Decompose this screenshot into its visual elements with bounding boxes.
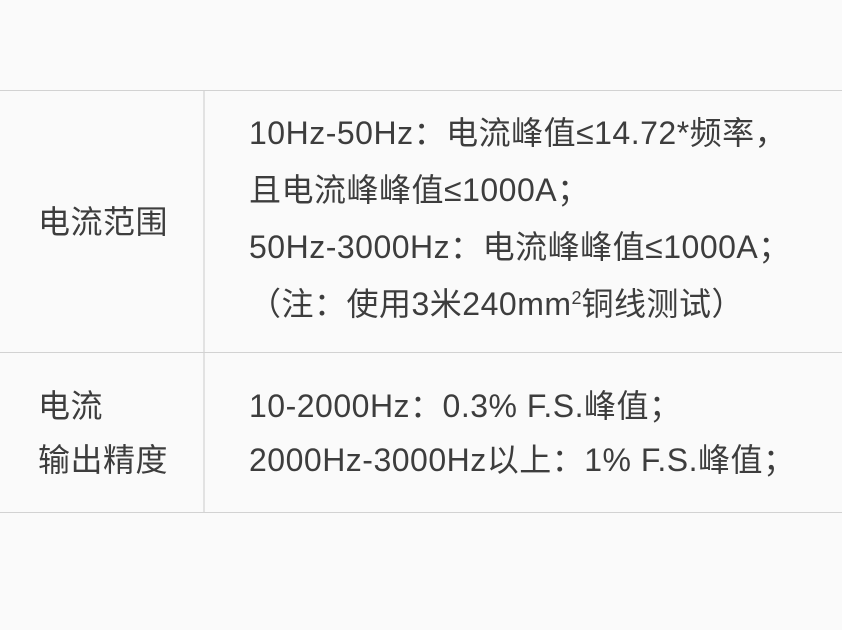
table-row: 电流范围 10Hz-50Hz：电流峰值≤14.72*频率， 且电流峰峰值≤100… bbox=[0, 91, 842, 353]
spec-line: 10-2000Hz：0.3% F.S.峰值； bbox=[249, 387, 682, 424]
spec-line: 50Hz-3000Hz：电流峰峰值≤1000A； bbox=[249, 229, 791, 265]
spec-line: 且电流峰峰值≤1000A； bbox=[249, 172, 590, 208]
table-row: 电流 输出精度 10-2000Hz：0.3% F.S.峰值； 2000Hz-30… bbox=[0, 353, 842, 513]
superscript-2: 2 bbox=[571, 287, 582, 308]
spec-table: 电流范围 10Hz-50Hz：电流峰值≤14.72*频率， 且电流峰峰值≤100… bbox=[0, 90, 842, 513]
spec-line: 10Hz-50Hz：电流峰值≤14.72*频率， bbox=[249, 115, 788, 151]
spec-label-cell: 电流 输出精度 bbox=[0, 353, 205, 512]
spec-label: 输出精度 bbox=[38, 441, 169, 478]
spec-line: 2000Hz-3000Hz以上：1% F.S.峰值； bbox=[249, 441, 796, 478]
spec-label-cell: 电流范围 bbox=[0, 91, 205, 352]
spec-line-note: （注：使用3米240mm2铜线测试） bbox=[249, 276, 822, 338]
spec-value-cell: 10Hz-50Hz：电流峰值≤14.72*频率， 且电流峰峰值≤1000A； 5… bbox=[205, 91, 842, 352]
note-text-post: 铜线测试） bbox=[581, 286, 745, 322]
note-text-pre: （注：使用3米240mm bbox=[249, 286, 572, 322]
spec-value-cell: 10-2000Hz：0.3% F.S.峰值； 2000Hz-3000Hz以上：1… bbox=[205, 353, 842, 512]
spec-label: 电流 bbox=[38, 387, 104, 424]
spec-label: 电流范围 bbox=[38, 203, 169, 240]
